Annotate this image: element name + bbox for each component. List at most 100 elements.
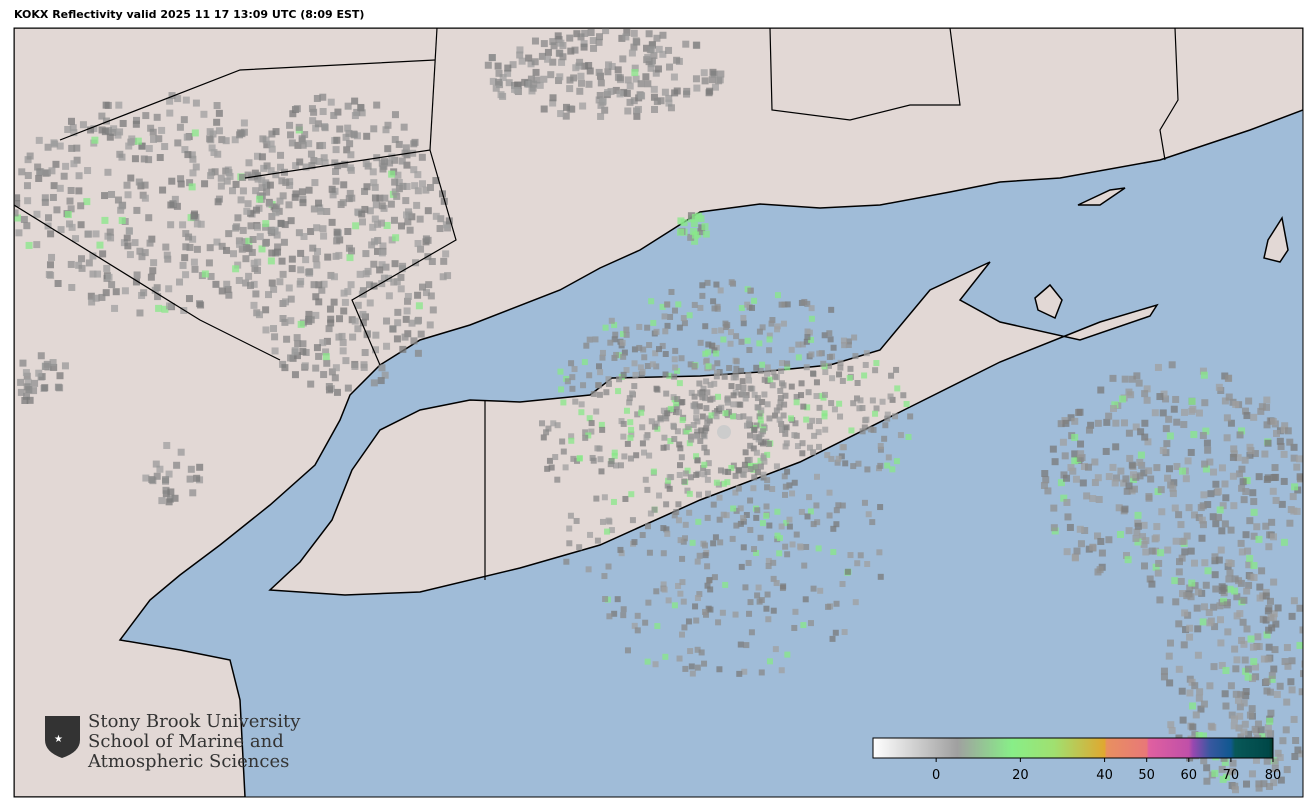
echo-pixel — [683, 87, 691, 95]
echo-pixel — [361, 187, 369, 195]
echo-pixel — [704, 514, 711, 521]
echo-pixel — [690, 402, 697, 409]
echo-pixel — [1263, 757, 1271, 765]
echo-pixel — [225, 169, 233, 177]
echo-pixel — [620, 353, 627, 360]
echo-pixel — [1298, 688, 1303, 696]
echo-pixel — [568, 433, 575, 440]
echo-pixel — [196, 463, 204, 471]
echo-pixel — [567, 47, 575, 55]
echo-pixel — [374, 220, 382, 228]
echo-pixel — [266, 181, 274, 189]
echo-pixel — [701, 223, 709, 231]
colorbar-tick-label: 70 — [1223, 768, 1240, 783]
echo-pixel — [67, 186, 75, 194]
echo-pixel — [708, 76, 716, 84]
colorbar-tick-label: 60 — [1181, 768, 1198, 783]
echo-pixel — [215, 127, 223, 135]
echo-pixel — [587, 531, 594, 538]
echo-pixel — [705, 363, 712, 370]
echo-pixel — [608, 527, 615, 534]
echo-pixel — [1143, 396, 1151, 404]
echo-pixel — [287, 354, 295, 362]
echo-pixel — [1301, 660, 1303, 668]
echo-pixel — [156, 154, 164, 162]
echo-pixel — [344, 228, 352, 236]
echo-pixel — [759, 324, 766, 331]
echo-pixel — [754, 507, 761, 514]
echo-pixel — [279, 192, 287, 200]
echo-pixel — [1305, 640, 1312, 647]
echo-pixel — [1249, 489, 1257, 497]
echo-pixel — [769, 382, 776, 389]
echo-pixel — [253, 171, 261, 179]
echo-pixel — [1232, 665, 1240, 673]
echo-pixel — [780, 320, 787, 327]
echo-pixel — [492, 84, 500, 92]
echo-pixel — [714, 360, 721, 367]
echo-pixel — [639, 368, 646, 375]
echo-pixel — [183, 133, 191, 141]
echo-pixel — [676, 409, 683, 416]
echo-pixel — [297, 266, 305, 274]
echo-pixel — [846, 375, 853, 382]
echo-pixel — [278, 177, 286, 185]
echo-pixel — [1307, 673, 1314, 680]
echo-pixel — [1182, 626, 1190, 634]
echo-pixel — [399, 182, 407, 190]
echo-pixel — [774, 508, 781, 515]
echo-pixel — [576, 87, 584, 95]
echo-pixel — [889, 396, 896, 403]
echo-pixel — [753, 514, 760, 521]
echo-pixel — [247, 282, 255, 290]
echo-pixel — [693, 84, 701, 92]
echo-pixel — [590, 390, 597, 397]
echo-pixel — [1240, 640, 1248, 648]
echo-pixel — [594, 537, 601, 544]
echo-pixel — [1144, 438, 1152, 446]
echo-pixel — [425, 281, 433, 289]
echo-pixel — [593, 408, 600, 415]
echo-pixel — [683, 428, 690, 435]
echo-pixel — [850, 400, 857, 407]
echo-pixel — [671, 512, 678, 519]
echo-pixel — [758, 597, 765, 604]
echo-pixel — [1166, 679, 1174, 687]
echo-pixel — [426, 321, 434, 329]
echo-pixel — [1255, 473, 1263, 481]
echo-pixel — [730, 505, 737, 512]
echo-pixel — [250, 280, 258, 288]
echo-pixel — [606, 613, 613, 620]
echo-pixel — [1211, 557, 1219, 565]
echo-pixel — [618, 34, 626, 42]
echo-pixel — [642, 73, 650, 81]
echo-pixel — [1194, 651, 1202, 659]
echo-pixel — [319, 339, 327, 347]
echo-pixel — [648, 298, 655, 305]
echo-pixel — [799, 450, 806, 457]
echo-pixel — [740, 384, 747, 391]
echo-pixel — [1265, 729, 1273, 737]
echo-pixel — [531, 58, 539, 66]
echo-pixel — [688, 663, 695, 670]
echo-pixel — [1308, 737, 1315, 744]
echo-pixel — [653, 34, 661, 42]
echo-pixel — [127, 174, 135, 182]
echo-pixel — [623, 89, 631, 97]
echo-pixel — [61, 362, 69, 370]
echo-pixel — [1290, 715, 1298, 723]
echo-pixel — [765, 563, 772, 570]
echo-pixel — [905, 433, 912, 440]
echo-pixel — [397, 222, 405, 230]
echo-pixel — [1283, 766, 1291, 774]
echo-pixel — [577, 33, 585, 41]
echo-pixel — [803, 416, 810, 423]
echo-pixel — [213, 118, 221, 126]
echo-pixel — [250, 301, 258, 309]
echo-pixel — [349, 333, 357, 341]
echo-pixel — [647, 510, 654, 517]
echo-pixel — [1175, 620, 1183, 628]
echo-pixel — [740, 544, 747, 551]
echo-pixel — [378, 249, 386, 257]
